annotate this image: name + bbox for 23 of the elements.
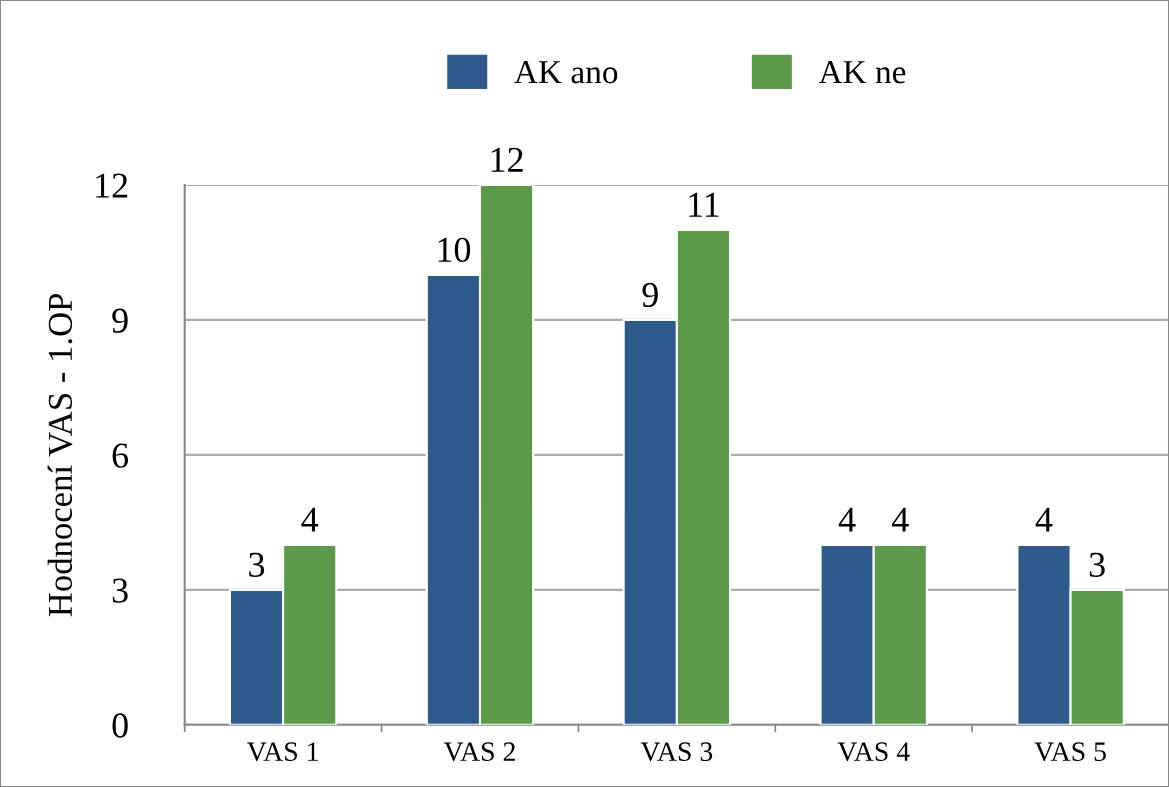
data-label: 4 [1035,507,1053,532]
data-label: 3 [249,552,265,577]
x-tick-label: VAS 3 [640,742,713,762]
y-tick-label: 3 [112,578,128,603]
y-tick-label: 12 [96,173,128,198]
data-label: 4 [301,507,319,532]
data-label: 4 [891,507,909,532]
y-axis-title: Hodnocení VAS - 1.OP [47,293,73,617]
x-tick-label: VAS 1 [247,742,318,762]
data-label: 3 [1089,552,1105,577]
data-label: 9 [642,282,658,308]
x-tick-label: VAS 2 [443,742,515,762]
data-label: 10 [438,237,471,263]
data-label: 11 [689,192,719,217]
legend-label: AK ne [818,61,906,84]
x-tick-label: VAS 5 [1034,742,1106,762]
y-tick-label: 0 [112,713,128,738]
legend-label: AK ano [514,61,618,84]
y-tick-label: 6 [112,443,129,468]
data-label: 12 [491,147,523,172]
y-tick-label: 9 [112,308,128,333]
x-tick-label: VAS 4 [837,742,910,762]
data-label: 4 [838,507,856,532]
